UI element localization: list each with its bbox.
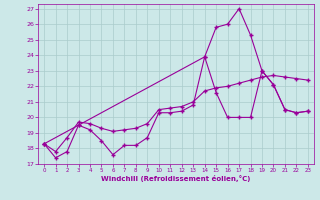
X-axis label: Windchill (Refroidissement éolien,°C): Windchill (Refroidissement éolien,°C) [101, 175, 251, 182]
